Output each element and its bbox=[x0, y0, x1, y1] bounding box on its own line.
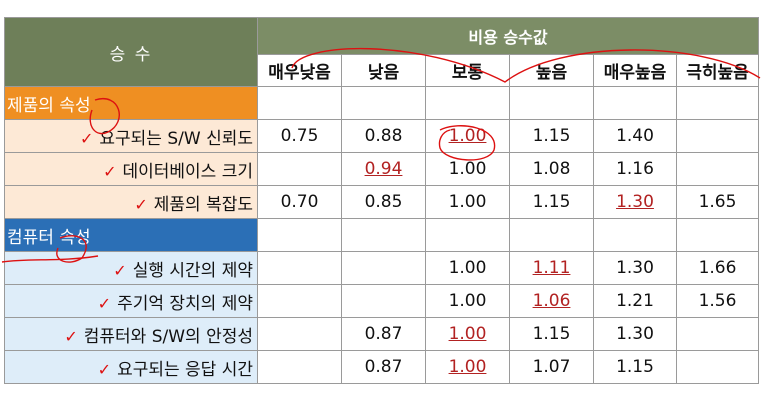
blank-cell bbox=[509, 86, 594, 120]
check-mark-icon: ✓ bbox=[103, 161, 117, 181]
section-label: 제품의 속성 bbox=[4, 86, 258, 120]
table-row: ✓ 컴퓨터와 S/W의 안정성 0.87 1.00 1.15 1.30 bbox=[4, 317, 760, 351]
multiplier-value: 1.08 bbox=[509, 152, 594, 186]
multiplier-value: 1.00 bbox=[425, 284, 510, 318]
table-row: ✓ 요구되는 S/W 신뢰도 0.75 0.88 1.00 1.15 1.40 bbox=[4, 119, 760, 153]
attribute-label: ✓ 제품의 복잡도 bbox=[4, 185, 258, 219]
blank-cell bbox=[341, 86, 426, 120]
table-row: ✓ 데이터베이스 크기 0.94 1.00 1.08 1.16 bbox=[4, 152, 760, 186]
blank-cell bbox=[257, 218, 342, 252]
multiplier-value: 1.30 bbox=[593, 251, 677, 285]
level-header-0: 매우낮음 bbox=[257, 54, 342, 87]
table-row: ✓ 요구되는 응답 시간 0.87 1.00 1.07 1.15 bbox=[4, 350, 760, 384]
multiplier-value: 1.00 bbox=[425, 119, 510, 153]
multiplier-value: 1.21 bbox=[593, 284, 677, 318]
cost-multiplier-group-header: 비용 승수값 bbox=[256, 17, 760, 55]
blank-cell bbox=[425, 86, 510, 120]
multiplier-value: 1.15 bbox=[593, 350, 677, 384]
table-row: ✓ 실행 시간의 제약 1.00 1.11 1.30 1.66 bbox=[4, 251, 760, 285]
check-mark-icon: ✓ bbox=[64, 326, 78, 346]
attribute-name: 제품의 복잡도 bbox=[153, 194, 253, 215]
check-mark-icon: ✓ bbox=[134, 194, 148, 214]
section-row: 제품의 속성 bbox=[4, 86, 760, 120]
multiplier-value: 0.85 bbox=[341, 185, 426, 219]
multiplier-value: 1.30 bbox=[593, 317, 677, 351]
attribute-label: ✓ 데이터베이스 크기 bbox=[4, 152, 258, 186]
multiplier-value bbox=[257, 251, 342, 285]
check-mark-icon: ✓ bbox=[113, 260, 127, 280]
check-mark-icon: ✓ bbox=[97, 359, 112, 379]
table-row: ✓ 제품의 복잡도 0.70 0.85 1.00 1.15 1.30 1.65 bbox=[4, 185, 760, 219]
multiplier-value bbox=[675, 317, 760, 351]
multiplier-value: 1.11 bbox=[509, 251, 594, 285]
multiplier-value: 0.88 bbox=[341, 119, 426, 153]
multiplier-header: 승 수 bbox=[4, 17, 258, 87]
multiplier-value bbox=[257, 284, 342, 318]
attribute-label: ✓ 주기억 장치의 제약 bbox=[4, 284, 258, 318]
multiplier-value: 1.30 bbox=[593, 185, 677, 219]
level-header-3: 높음 bbox=[509, 54, 594, 87]
attribute-label: ✓ 요구되는 응답 시간 bbox=[4, 350, 258, 384]
multiplier-value: 0.87 bbox=[341, 317, 426, 351]
blank-cell bbox=[257, 86, 342, 120]
attribute-label: ✓ 컴퓨터와 S/W의 안정성 bbox=[4, 317, 258, 351]
blank-cell bbox=[425, 218, 510, 252]
multiplier-value bbox=[257, 350, 342, 384]
section-label: 컴퓨터 속성 bbox=[4, 218, 258, 252]
multiplier-value: 1.00 bbox=[425, 317, 510, 351]
multiplier-value bbox=[257, 152, 342, 186]
blank-cell bbox=[675, 218, 760, 252]
multiplier-value: 1.00 bbox=[425, 350, 510, 384]
attribute-name: 컴퓨터와 S/W의 안정성 bbox=[83, 326, 253, 347]
multiplier-value: 0.70 bbox=[257, 185, 342, 219]
blank-cell bbox=[593, 218, 677, 252]
level-header-1: 낮음 bbox=[341, 54, 426, 87]
attribute-name: 주기억 장치의 제약 bbox=[117, 293, 253, 314]
multiplier-value: 1.65 bbox=[675, 185, 760, 219]
multiplier-value bbox=[341, 284, 426, 318]
multiplier-value bbox=[257, 317, 342, 351]
check-mark-icon: ✓ bbox=[79, 128, 94, 148]
attribute-name: 요구되는 응답 시간 bbox=[117, 359, 253, 380]
multiplier-value bbox=[675, 119, 760, 153]
multiplier-value: 1.00 bbox=[425, 251, 510, 285]
attribute-label: ✓ 실행 시간의 제약 bbox=[4, 251, 258, 285]
level-header-2: 보통 bbox=[425, 54, 510, 87]
section-row: 컴퓨터 속성 bbox=[4, 218, 760, 252]
attribute-name: 데이터베이스 크기 bbox=[122, 161, 253, 182]
multiplier-value: 1.06 bbox=[509, 284, 594, 318]
multiplier-value: 1.16 bbox=[593, 152, 677, 186]
check-mark-icon: ✓ bbox=[97, 293, 112, 313]
multiplier-value bbox=[341, 251, 426, 285]
level-header-5: 극히높음 bbox=[675, 54, 760, 87]
multiplier-value bbox=[675, 152, 760, 186]
blank-cell bbox=[509, 218, 594, 252]
multiplier-value: 0.94 bbox=[341, 152, 426, 186]
level-header-4: 매우높음 bbox=[593, 54, 677, 87]
attribute-name: 실행 시간의 제약 bbox=[132, 260, 253, 281]
multiplier-value: 1.00 bbox=[425, 185, 510, 219]
multiplier-value bbox=[675, 350, 760, 384]
multiplier-value: 1.66 bbox=[675, 251, 760, 285]
attribute-name: 요구되는 S/W 신뢰도 bbox=[99, 128, 253, 149]
multiplier-value: 1.56 bbox=[675, 284, 760, 318]
multiplier-value: 1.40 bbox=[593, 119, 677, 153]
multiplier-value: 0.75 bbox=[257, 119, 342, 153]
multiplier-value: 1.00 bbox=[425, 152, 510, 186]
blank-cell bbox=[593, 86, 677, 120]
cost-multiplier-table: 승 수 비용 승수값 매우낮음 낮음 보통 높음 매우높음 극히높음 제품의 속성 ✓ 요구되… bbox=[4, 17, 760, 384]
blank-cell bbox=[341, 218, 426, 252]
multiplier-value: 1.15 bbox=[509, 185, 594, 219]
multiplier-value: 1.15 bbox=[509, 119, 594, 153]
multiplier-value: 0.87 bbox=[341, 350, 426, 384]
table-row: ✓ 주기억 장치의 제약 1.00 1.06 1.21 1.56 bbox=[4, 284, 760, 318]
multiplier-value: 1.15 bbox=[509, 317, 594, 351]
multiplier-value: 1.07 bbox=[509, 350, 594, 384]
attribute-label: ✓ 요구되는 S/W 신뢰도 bbox=[4, 119, 258, 153]
blank-cell bbox=[675, 86, 760, 120]
